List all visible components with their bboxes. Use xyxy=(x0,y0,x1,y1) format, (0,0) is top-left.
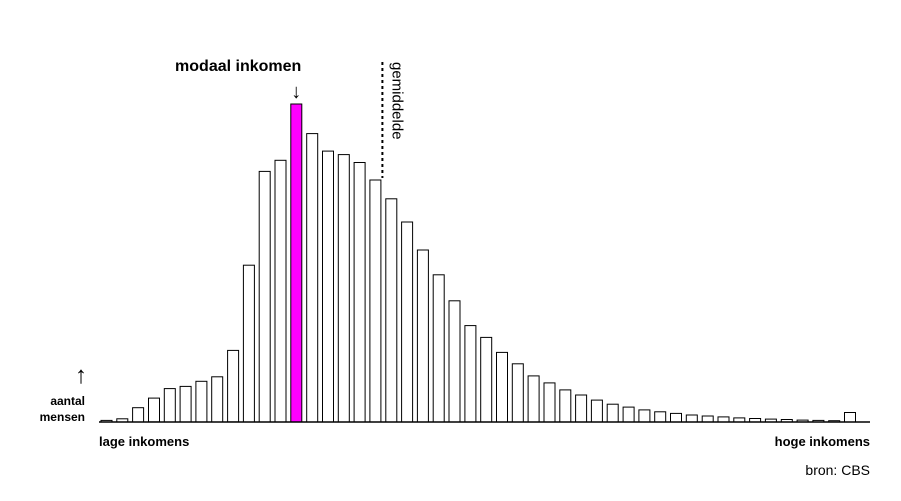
bar xyxy=(717,416,730,423)
bars-group xyxy=(100,103,856,423)
bar xyxy=(670,412,682,423)
bar xyxy=(638,409,651,423)
bar xyxy=(543,382,556,423)
bar xyxy=(353,162,366,423)
bar xyxy=(464,325,477,423)
mean-label: gemiddelde xyxy=(388,62,405,140)
bar xyxy=(322,150,334,423)
bar xyxy=(179,385,192,423)
bar xyxy=(274,159,287,423)
bar xyxy=(385,198,398,423)
x-axis-label-right: hoge inkomens xyxy=(775,434,870,449)
bar xyxy=(163,388,176,423)
bar xyxy=(416,249,429,423)
bar xyxy=(685,414,698,423)
y-axis-arrow-icon: ↑ xyxy=(75,362,87,389)
bar xyxy=(337,154,350,423)
bar xyxy=(511,363,524,423)
bar xyxy=(654,411,667,423)
y-axis-label-line-2: mensen xyxy=(40,410,85,424)
bar xyxy=(148,397,160,423)
bar xyxy=(496,351,508,423)
mode-label: modaal inkomen xyxy=(175,58,301,75)
bar xyxy=(242,264,255,423)
y-axis-label-line-1: aantal xyxy=(50,394,85,408)
source-label: bron: CBS xyxy=(805,462,870,478)
bar xyxy=(527,375,540,423)
bar xyxy=(606,403,619,423)
bar-mode xyxy=(290,103,303,423)
x-axis-label-left: lage inkomens xyxy=(99,434,189,449)
bar xyxy=(559,389,572,423)
bar xyxy=(701,415,714,423)
bar xyxy=(306,133,319,423)
bar xyxy=(448,300,461,423)
bar xyxy=(480,336,493,423)
bar xyxy=(401,221,414,423)
mode-arrow-icon: ↓ xyxy=(291,81,301,103)
bar xyxy=(432,274,445,423)
bar xyxy=(575,394,588,423)
bar xyxy=(622,406,635,423)
bar xyxy=(227,349,240,423)
bar xyxy=(590,399,603,423)
bar xyxy=(132,407,145,423)
bar xyxy=(844,412,856,423)
bar xyxy=(195,380,208,423)
bar xyxy=(211,376,224,423)
bar xyxy=(369,179,382,423)
bar xyxy=(258,170,271,423)
